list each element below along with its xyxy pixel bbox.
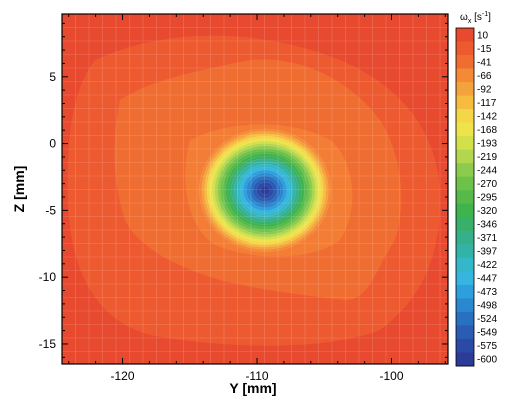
colorbar-level-label: -320 [477, 206, 497, 217]
colorbar-swatch [456, 338, 474, 353]
colorbar-swatch [456, 284, 474, 299]
colorbar-swatch [456, 136, 474, 151]
colorbar-level-label: -117 [477, 98, 497, 109]
colorbar-units: [s [474, 12, 482, 23]
colorbar-level-label: -92 [477, 84, 492, 95]
x-tick-label: -100 [379, 369, 403, 383]
colorbar-swatch [456, 325, 474, 340]
colorbar-level-label: -41 [477, 57, 492, 68]
y-tick-label: -15 [39, 337, 57, 351]
x-axis-label: Y [mm] [229, 380, 276, 396]
colorbar-swatch [456, 28, 474, 43]
colorbar-level-label: -66 [477, 71, 492, 82]
y-axis-ticks: 5 0 -5 -10 -15 [39, 22, 448, 358]
colorbar-swatch [456, 217, 474, 232]
colorbar-swatch [456, 122, 474, 137]
colorbar-level-label: -371 [477, 233, 497, 244]
y-tick-label: -10 [39, 270, 57, 284]
colorbar-level-label: -575 [477, 341, 497, 352]
colorbar-swatch [456, 149, 474, 164]
vortex-contour-level [260, 185, 271, 196]
colorbar-swatch [456, 163, 474, 178]
colorbar-symbol: ω [460, 12, 468, 23]
colorbar-swatch [456, 190, 474, 205]
colorbar-units-close: ] [488, 12, 491, 23]
colorbar-swatch [456, 68, 474, 83]
colorbar-level-label: -193 [477, 138, 497, 149]
colorbar-swatch [456, 109, 474, 124]
x-tick-label: -120 [111, 369, 135, 383]
vortex-contours [198, 128, 332, 253]
colorbar-level-label: -270 [477, 179, 497, 190]
colorbar-level-label: -600 [477, 355, 497, 366]
colorbar-subscript: x [468, 18, 472, 25]
colorbar-units-exponent: -1 [482, 11, 488, 18]
colorbar-level-label: -168 [477, 125, 497, 136]
colorbar-swatch [456, 230, 474, 245]
colorbar-level-label: -447 [477, 274, 497, 285]
colorbar-level-label: -346 [477, 220, 497, 231]
colorbar-level-label: 10 [477, 30, 489, 41]
colorbar-level-label: -524 [477, 314, 497, 325]
colorbar-level-label: -498 [477, 301, 497, 312]
colorbar-level-label: -397 [477, 247, 497, 258]
colorbar-swatch [456, 257, 474, 272]
plot-frame [61, 13, 449, 365]
plot-area [62, 14, 448, 364]
colorbar-swatch [456, 41, 474, 56]
colorbar-swatch [456, 311, 474, 326]
colorbar-swatch [456, 298, 474, 313]
colorbar-swatch [456, 271, 474, 286]
colorbar: 10 -15 -41 -66 -92 -117 -142 -168 -193 -219 -244 -2… [455, 27, 497, 367]
colorbar-level-label: -549 [477, 328, 497, 339]
colorbar-level-label: -295 [477, 193, 497, 204]
colorbar-swatch [456, 203, 474, 218]
colorbar-level-label: -473 [477, 287, 497, 298]
measurement-grid-lines [62, 14, 448, 364]
y-tick-label: 5 [49, 70, 56, 84]
colorbar-swatch [456, 244, 474, 259]
colorbar-level-label: -15 [477, 44, 492, 55]
colorbar-level-label: -244 [477, 165, 497, 176]
y-tick-label: -5 [45, 203, 56, 217]
colorbar-swatch [456, 176, 474, 191]
x-axis-ticks: -120 -110 -100 [68, 14, 446, 383]
colorbar-swatch [456, 352, 474, 367]
colorbar-swatch [456, 95, 474, 110]
colorbar-swatch [456, 55, 474, 70]
colorbar-level-label: -142 [477, 111, 497, 122]
colorbar-level-label: -219 [477, 152, 497, 163]
colorbar-frame [455, 27, 475, 367]
colorbar-title: ωx [s-1] [460, 11, 491, 25]
x-tick-label: -110 [245, 369, 268, 383]
y-axis-label: Z [mm] [11, 166, 27, 213]
colorbar-swatch [456, 82, 474, 97]
colorbar-level-label: -422 [477, 260, 497, 271]
y-tick-label: 0 [49, 137, 56, 151]
